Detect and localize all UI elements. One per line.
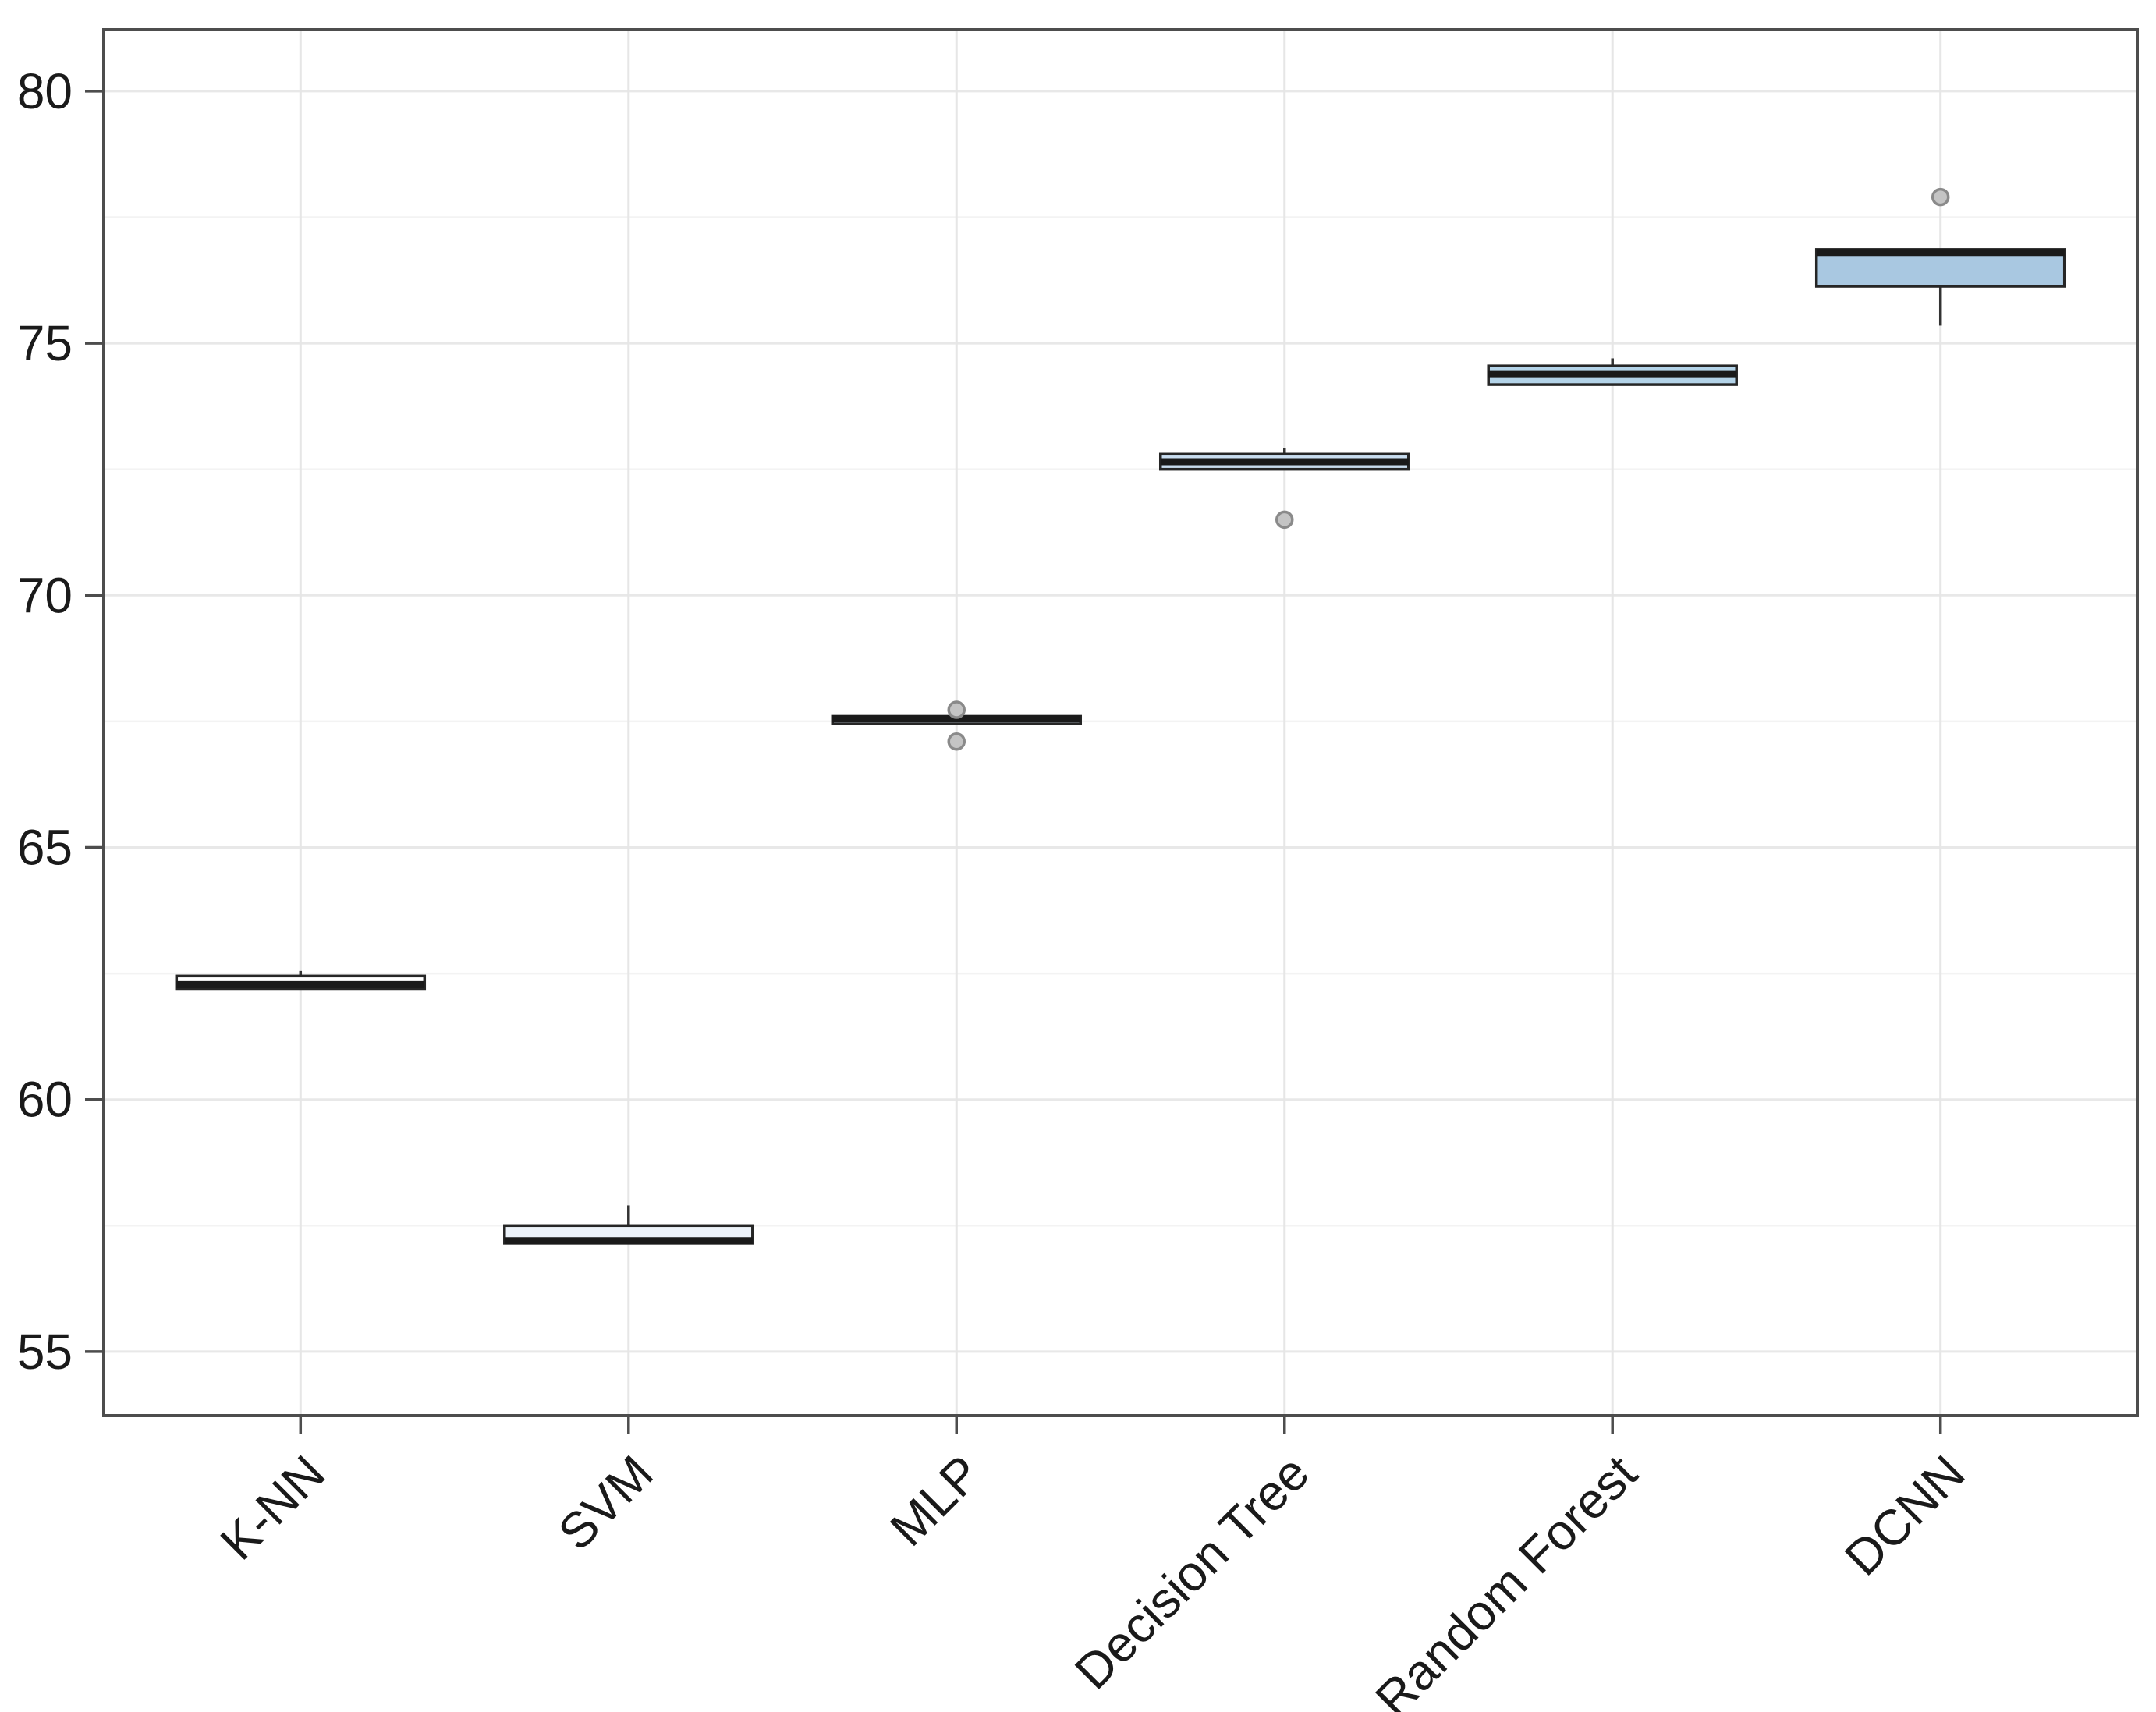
outlier-point-dcnn — [1931, 187, 1950, 207]
y-tick-label: 65 — [17, 819, 73, 875]
y-tick-label: 60 — [17, 1072, 73, 1128]
y-tick-label: 70 — [17, 567, 73, 623]
y-tick-label: 75 — [17, 315, 73, 371]
panel-border — [102, 28, 2139, 1417]
outlier-point-mlp — [947, 700, 966, 719]
y-tick-label: 80 — [17, 63, 73, 119]
y-tick-label: 55 — [17, 1324, 73, 1380]
outlier-point-decision-tree — [1275, 510, 1294, 530]
outlier-point-mlp — [947, 732, 966, 751]
